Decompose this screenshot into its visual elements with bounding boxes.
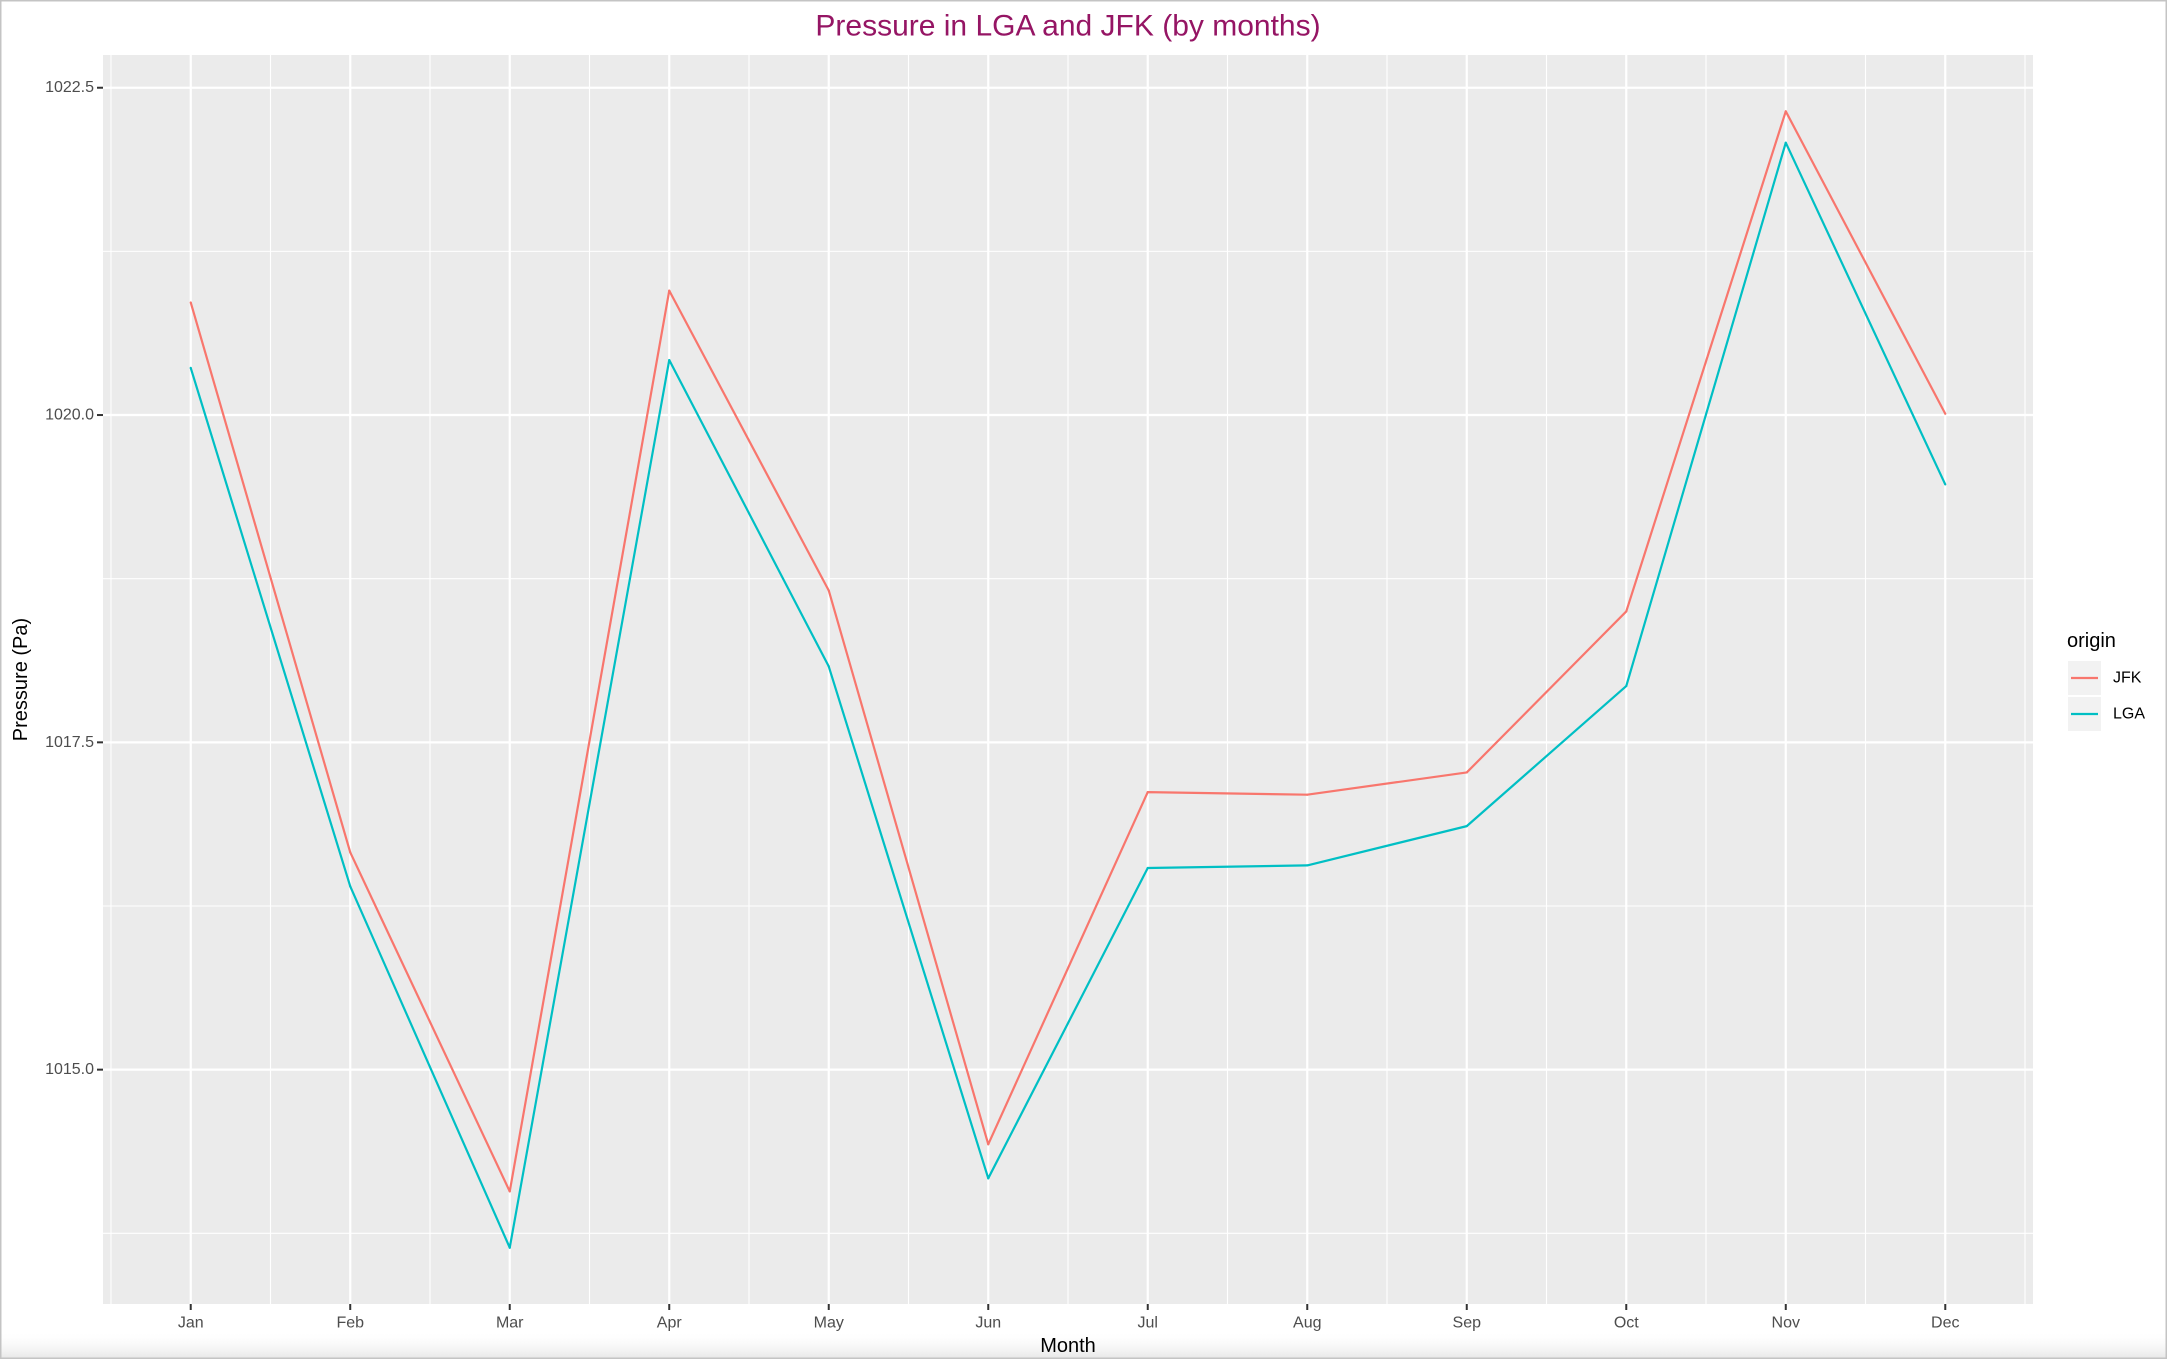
x-tick-label-feb: Feb <box>336 1315 364 1332</box>
point-lga-feb <box>349 885 352 888</box>
axes: 1015.0 1017.5 1020.0 1022.5 Jan Feb Mar Apr May J… <box>45 79 1959 1331</box>
point-jfk-jan <box>189 301 192 304</box>
legend-item-jfk: JFK <box>2068 661 2142 695</box>
legend-items: JFK LGA <box>2068 661 2145 731</box>
x-tick-label-dec: Dec <box>1931 1315 1959 1332</box>
x-tick-label-jan: Jan <box>178 1315 204 1332</box>
x-tick-label-jul: Jul <box>1138 1315 1158 1332</box>
x-tick-label-sep: Sep <box>1453 1315 1482 1332</box>
x-tick-label-mar: Mar <box>496 1315 524 1332</box>
y-tick-label: 1022.5 <box>45 79 94 96</box>
point-lga-mar <box>508 1246 511 1249</box>
point-jfk-aug <box>1306 793 1309 796</box>
gridlines <box>103 55 2033 1304</box>
point-lga-may <box>827 665 830 668</box>
y-tick-label: 1017.5 <box>45 734 94 751</box>
point-lga-oct <box>1625 684 1628 688</box>
point-jfk-nov <box>1784 110 1787 113</box>
x-tick-label-apr: Apr <box>657 1315 683 1332</box>
window-bottom-shade <box>0 1331 2167 1359</box>
y-tick-label: 1020.0 <box>45 407 94 424</box>
point-lga-nov <box>1784 141 1787 144</box>
point-jfk-may <box>827 589 830 592</box>
point-lga-jun <box>987 1177 990 1180</box>
point-jfk-oct <box>1625 610 1628 613</box>
y-axis-title: Pressure (Pa) <box>10 618 32 741</box>
point-lga-apr <box>668 358 671 362</box>
point-lga-sep <box>1465 825 1468 828</box>
point-lga-jul <box>1146 866 1149 870</box>
point-jfk-apr <box>668 289 671 292</box>
legend-label-jfk: JFK <box>2113 670 2142 687</box>
point-jfk-dec <box>1944 412 1947 415</box>
series-layer <box>189 110 1947 1249</box>
y-tick-label: 1015.0 <box>45 1061 94 1078</box>
point-jfk-mar <box>508 1190 511 1193</box>
x-axis-title: Month <box>1040 1335 1096 1357</box>
x-tick-label-jun: Jun <box>975 1315 1001 1332</box>
series-line-jfk <box>189 110 1947 1193</box>
point-lga-jan <box>189 366 192 370</box>
legend-title: origin <box>2067 630 2116 652</box>
x-tick-label-aug: Aug <box>1293 1315 1321 1332</box>
legend-label-lga: LGA <box>2113 706 2145 723</box>
series-line-lga <box>189 141 1947 1249</box>
legend-item-lga: LGA <box>2068 697 2145 731</box>
x-tick-label-oct: Oct <box>1614 1315 1639 1332</box>
point-jfk-sep <box>1465 771 1468 774</box>
legend: origin JFK LGA <box>2067 630 2145 731</box>
series-jfk <box>189 110 1947 1193</box>
series-lga <box>189 141 1947 1249</box>
point-jfk-feb <box>349 851 352 854</box>
x-tick-label-nov: Nov <box>1772 1315 1800 1332</box>
chart-title: Pressure in LGA and JFK (by months) <box>815 10 1320 43</box>
point-jfk-jul <box>1146 790 1149 794</box>
point-lga-dec <box>1944 483 1947 486</box>
point-jfk-jun <box>987 1143 990 1146</box>
point-lga-aug <box>1306 864 1309 867</box>
x-tick-label-may: May <box>814 1315 844 1332</box>
